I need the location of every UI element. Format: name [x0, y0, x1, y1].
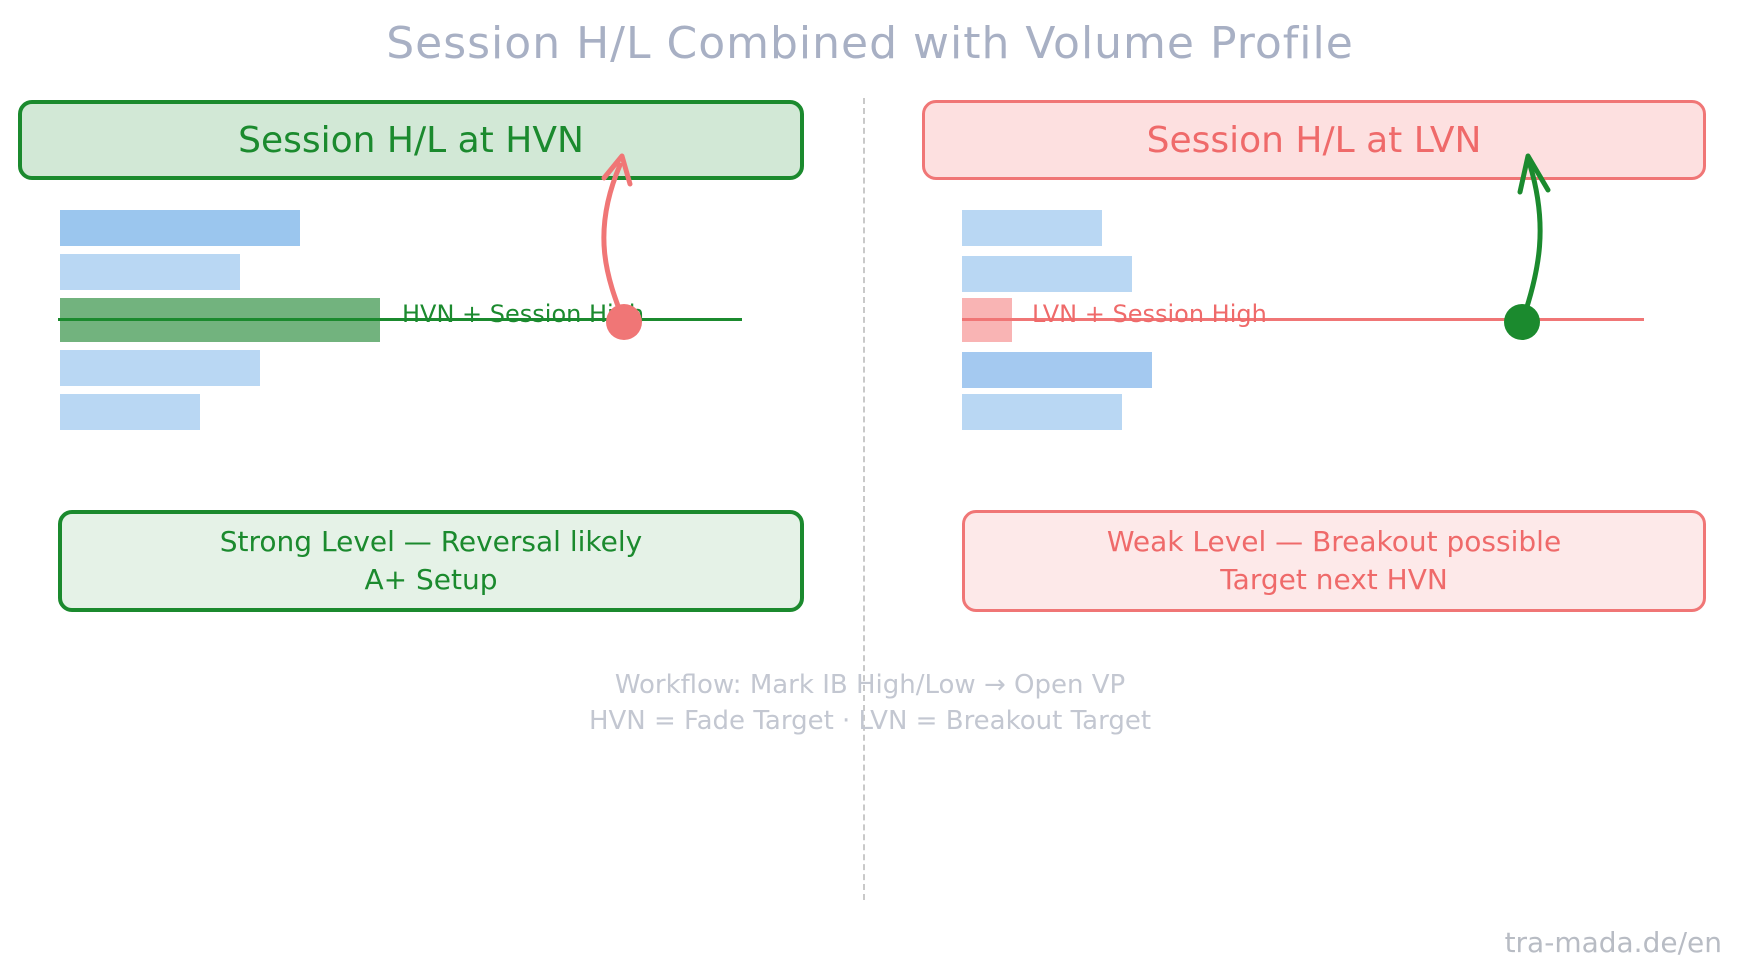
- left-volume-bar-2: [60, 254, 240, 290]
- center-divider: [863, 98, 865, 900]
- lvn-result-box: Weak Level — Breakout possible Target ne…: [962, 510, 1706, 612]
- left-volume-bar-1: [60, 210, 300, 246]
- left-volume-bar-4: [60, 350, 260, 386]
- right-volume-bar-1: [962, 210, 1102, 246]
- hvn-header-label: Session H/L at HVN: [238, 119, 584, 161]
- right-volume-bar-2: [962, 256, 1132, 292]
- hvn-header-box: Session H/L at HVN: [18, 100, 804, 180]
- lvn-header-box: Session H/L at LVN: [922, 100, 1706, 180]
- hvn-result-box: Strong Level — Reversal likely A+ Setup: [58, 510, 804, 612]
- hvn-result-line-2: A+ Setup: [364, 563, 498, 596]
- right-volume-bar-5: [962, 394, 1122, 430]
- lvn-result-line-2: Target next HVN: [1220, 563, 1448, 596]
- workflow-note: Workflow: Mark IB High/Low → Open VP: [614, 670, 1126, 700]
- left-session-high-line: [58, 318, 742, 321]
- target-legend-note: HVN = Fade Target · LVN = Breakout Targe…: [588, 706, 1152, 736]
- left-level-label: HVN + Session High: [402, 300, 645, 328]
- right-session-high-line: [962, 318, 1644, 321]
- lvn-result-line-1: Weak Level — Breakout possible: [1106, 525, 1562, 559]
- lvn-header-label: Session H/L at LVN: [1146, 119, 1482, 161]
- site-watermark: tra-mada.de/en: [1504, 926, 1722, 959]
- hvn-result-line-1: Strong Level — Reversal likely: [219, 525, 643, 559]
- left-volume-bar-5: [60, 394, 200, 430]
- right-volume-bar-4: [962, 352, 1152, 388]
- right-level-label: LVN + Session High: [1032, 300, 1267, 328]
- diagram-title: Session H/L Combined with Volume Profile: [386, 18, 1354, 69]
